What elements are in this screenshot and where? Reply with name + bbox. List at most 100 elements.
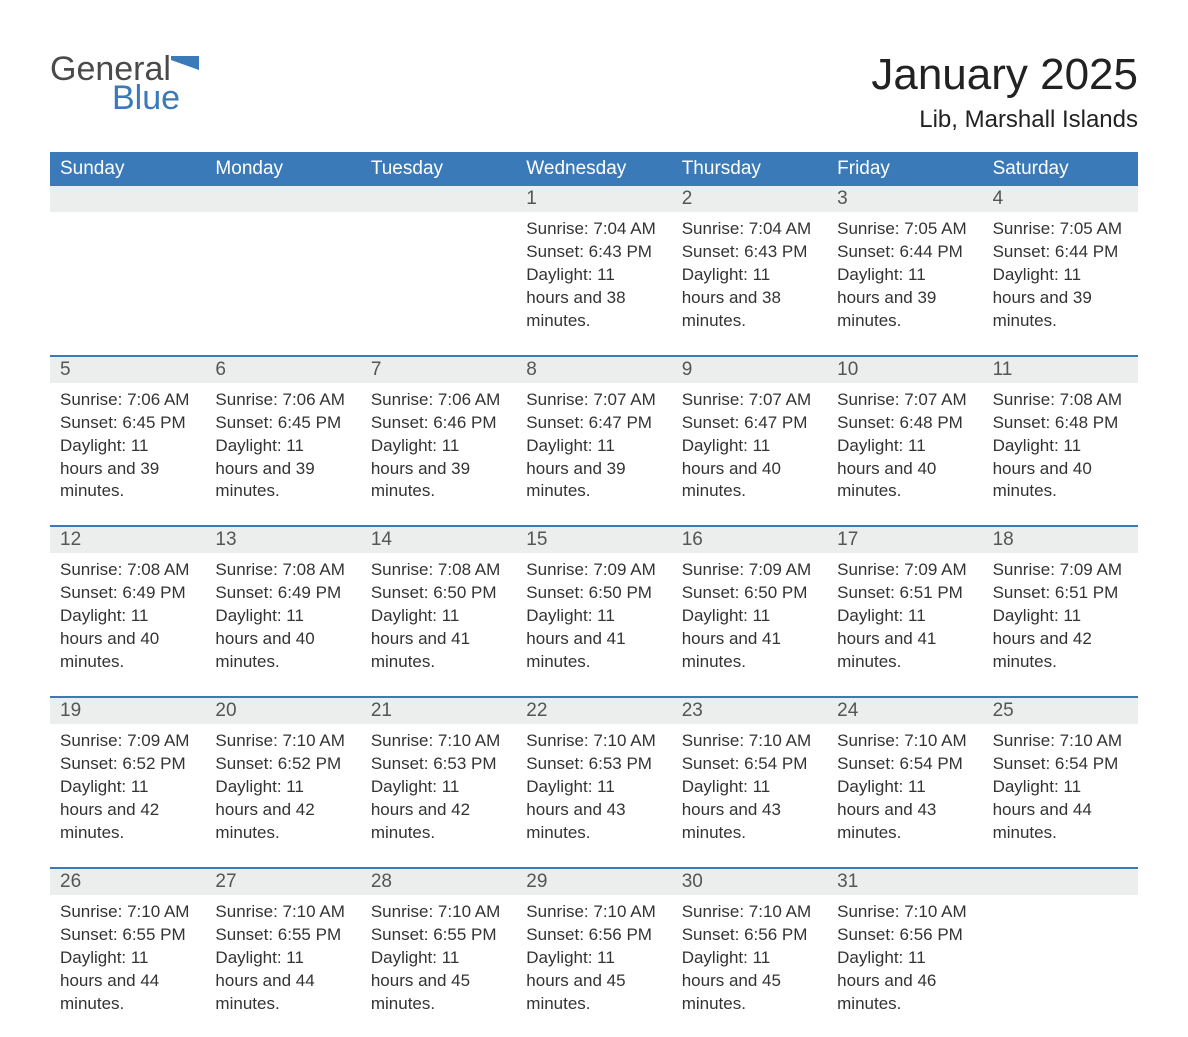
daylight-text: Daylight: 11 hours and 42 minutes.: [215, 776, 350, 845]
sunrise-text: Sunrise: 7:10 AM: [993, 730, 1128, 753]
sunset-text: Sunset: 6:50 PM: [371, 582, 506, 605]
sunrise-text: Sunrise: 7:09 AM: [60, 730, 195, 753]
week-row: Sunrise: 7:04 AMSunset: 6:43 PMDaylight:…: [50, 212, 1138, 355]
day-header: Saturday: [983, 152, 1138, 186]
sunset-text: Sunset: 6:54 PM: [993, 753, 1128, 776]
week-row: Sunrise: 7:08 AMSunset: 6:49 PMDaylight:…: [50, 553, 1138, 696]
daylight-text: Daylight: 11 hours and 44 minutes.: [215, 947, 350, 1016]
day-cell: Sunrise: 7:06 AMSunset: 6:45 PMDaylight:…: [205, 383, 360, 526]
day-number: 27: [205, 869, 360, 895]
sunset-text: Sunset: 6:56 PM: [682, 924, 817, 947]
daylight-text: Daylight: 11 hours and 42 minutes.: [993, 605, 1128, 674]
sunset-text: Sunset: 6:44 PM: [993, 241, 1128, 264]
sunset-text: Sunset: 6:44 PM: [837, 241, 972, 264]
day-cell: Sunrise: 7:08 AMSunset: 6:49 PMDaylight:…: [205, 553, 360, 696]
location: Lib, Marshall Islands: [871, 106, 1138, 134]
daylight-text: Daylight: 11 hours and 45 minutes.: [682, 947, 817, 1016]
daylight-text: Daylight: 11 hours and 41 minutes.: [526, 605, 661, 674]
sunset-text: Sunset: 6:49 PM: [60, 582, 195, 605]
daylight-text: Daylight: 11 hours and 42 minutes.: [60, 776, 195, 845]
daylight-text: Daylight: 11 hours and 43 minutes.: [837, 776, 972, 845]
day-cell: Sunrise: 7:09 AMSunset: 6:50 PMDaylight:…: [672, 553, 827, 696]
sunrise-text: Sunrise: 7:10 AM: [371, 730, 506, 753]
day-header: Tuesday: [361, 152, 516, 186]
sunset-text: Sunset: 6:56 PM: [526, 924, 661, 947]
sunrise-text: Sunrise: 7:10 AM: [371, 901, 506, 924]
sunset-text: Sunset: 6:56 PM: [837, 924, 972, 947]
day-number: 9: [672, 357, 827, 383]
sunrise-text: Sunrise: 7:09 AM: [993, 559, 1128, 582]
title-block: January 2025 Lib, Marshall Islands: [871, 50, 1138, 134]
day-cell: Sunrise: 7:08 AMSunset: 6:48 PMDaylight:…: [983, 383, 1138, 526]
sunrise-text: Sunrise: 7:10 AM: [215, 730, 350, 753]
day-header: Wednesday: [516, 152, 671, 186]
day-cell: Sunrise: 7:09 AMSunset: 6:51 PMDaylight:…: [827, 553, 982, 696]
day-cell: Sunrise: 7:10 AMSunset: 6:53 PMDaylight:…: [361, 724, 516, 867]
sunset-text: Sunset: 6:47 PM: [682, 412, 817, 435]
day-cell: Sunrise: 7:04 AMSunset: 6:43 PMDaylight:…: [516, 212, 671, 355]
sunrise-text: Sunrise: 7:08 AM: [371, 559, 506, 582]
week-block: 567891011Sunrise: 7:06 AMSunset: 6:45 PM…: [50, 355, 1138, 526]
day-number: 7: [361, 357, 516, 383]
daylight-text: Daylight: 11 hours and 44 minutes.: [60, 947, 195, 1016]
day-number: 3: [827, 186, 982, 212]
day-cell: Sunrise: 7:05 AMSunset: 6:44 PMDaylight:…: [983, 212, 1138, 355]
sunrise-text: Sunrise: 7:09 AM: [526, 559, 661, 582]
day-number: 22: [516, 698, 671, 724]
sunrise-text: Sunrise: 7:10 AM: [682, 901, 817, 924]
sunrise-text: Sunrise: 7:08 AM: [60, 559, 195, 582]
week-row: Sunrise: 7:06 AMSunset: 6:45 PMDaylight:…: [50, 383, 1138, 526]
day-cell: Sunrise: 7:10 AMSunset: 6:56 PMDaylight:…: [516, 895, 671, 1037]
sunset-text: Sunset: 6:52 PM: [60, 753, 195, 776]
logo: General Blue: [50, 50, 199, 118]
sunrise-text: Sunrise: 7:10 AM: [526, 730, 661, 753]
day-number: 14: [361, 527, 516, 553]
day-cell: Sunrise: 7:08 AMSunset: 6:49 PMDaylight:…: [50, 553, 205, 696]
sunset-text: Sunset: 6:53 PM: [371, 753, 506, 776]
sunrise-text: Sunrise: 7:06 AM: [371, 389, 506, 412]
day-number: 5: [50, 357, 205, 383]
calendar: Sunday Monday Tuesday Wednesday Thursday…: [50, 152, 1138, 1037]
day-number: 20: [205, 698, 360, 724]
daylight-text: Daylight: 11 hours and 39 minutes.: [993, 264, 1128, 333]
daynum-strip: 1234: [50, 186, 1138, 212]
day-cell: Sunrise: 7:10 AMSunset: 6:53 PMDaylight:…: [516, 724, 671, 867]
sunset-text: Sunset: 6:55 PM: [215, 924, 350, 947]
daylight-text: Daylight: 11 hours and 39 minutes.: [526, 435, 661, 504]
day-number: [50, 186, 205, 212]
day-cell: Sunrise: 7:10 AMSunset: 6:54 PMDaylight:…: [827, 724, 982, 867]
day-number: 18: [983, 527, 1138, 553]
day-header: Monday: [205, 152, 360, 186]
daylight-text: Daylight: 11 hours and 46 minutes.: [837, 947, 972, 1016]
daylight-text: Daylight: 11 hours and 38 minutes.: [682, 264, 817, 333]
day-cell: Sunrise: 7:06 AMSunset: 6:45 PMDaylight:…: [50, 383, 205, 526]
day-header: Friday: [827, 152, 982, 186]
day-cell: Sunrise: 7:09 AMSunset: 6:52 PMDaylight:…: [50, 724, 205, 867]
day-cell: [50, 212, 205, 355]
daynum-strip: 262728293031: [50, 869, 1138, 895]
day-cell: Sunrise: 7:10 AMSunset: 6:54 PMDaylight:…: [983, 724, 1138, 867]
day-number: 12: [50, 527, 205, 553]
sunrise-text: Sunrise: 7:10 AM: [215, 901, 350, 924]
daylight-text: Daylight: 11 hours and 38 minutes.: [526, 264, 661, 333]
week-row: Sunrise: 7:09 AMSunset: 6:52 PMDaylight:…: [50, 724, 1138, 867]
day-number: 13: [205, 527, 360, 553]
sunrise-text: Sunrise: 7:04 AM: [682, 218, 817, 241]
week-row: Sunrise: 7:10 AMSunset: 6:55 PMDaylight:…: [50, 895, 1138, 1037]
day-cell: Sunrise: 7:07 AMSunset: 6:48 PMDaylight:…: [827, 383, 982, 526]
sunrise-text: Sunrise: 7:05 AM: [837, 218, 972, 241]
day-cell: Sunrise: 7:09 AMSunset: 6:50 PMDaylight:…: [516, 553, 671, 696]
day-number: 1: [516, 186, 671, 212]
day-cell: Sunrise: 7:05 AMSunset: 6:44 PMDaylight:…: [827, 212, 982, 355]
flag-icon: [171, 56, 199, 76]
day-number: 25: [983, 698, 1138, 724]
day-number: 21: [361, 698, 516, 724]
sunset-text: Sunset: 6:55 PM: [60, 924, 195, 947]
daynum-strip: 19202122232425: [50, 698, 1138, 724]
day-number: 17: [827, 527, 982, 553]
logo-text-blue: Blue: [112, 79, 199, 118]
day-number: [361, 186, 516, 212]
day-number: 16: [672, 527, 827, 553]
day-cell: Sunrise: 7:07 AMSunset: 6:47 PMDaylight:…: [672, 383, 827, 526]
daylight-text: Daylight: 11 hours and 40 minutes.: [993, 435, 1128, 504]
